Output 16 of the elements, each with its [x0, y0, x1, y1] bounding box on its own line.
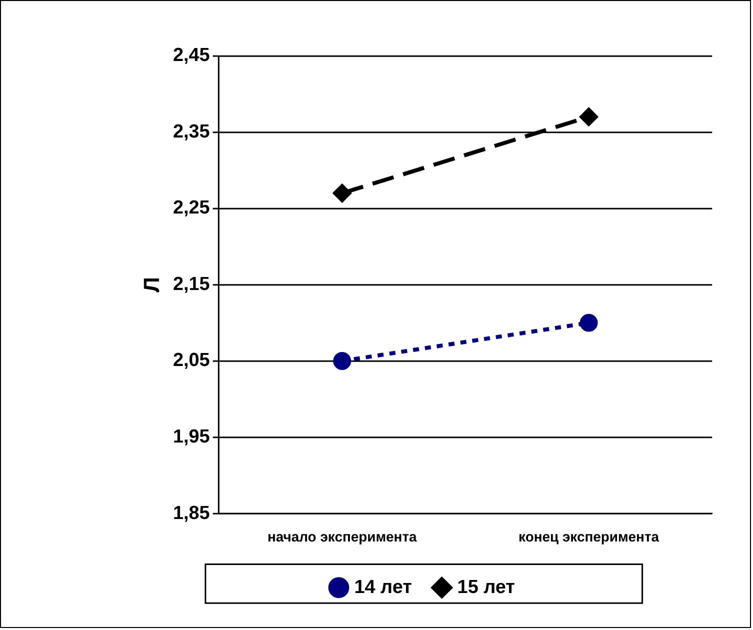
y-tick-label: 2,45 — [172, 45, 210, 66]
point — [333, 184, 352, 202]
point — [580, 108, 598, 126]
legend-label: 14 лет — [354, 576, 412, 598]
x-tick-label: начало эксперимента — [267, 528, 418, 545]
y-tick-label: 2,25 — [172, 198, 210, 219]
point — [580, 314, 598, 332]
y-tick-label: 2,35 — [172, 121, 210, 142]
y-tick-label: 2,15 — [172, 274, 210, 295]
y-axis-title: Л — [138, 277, 164, 292]
point — [333, 352, 352, 370]
y-tick-label: 1,85 — [172, 502, 210, 524]
x-tick-label: конец эксперимента — [518, 528, 660, 545]
y-tick-label: 1,95 — [172, 426, 210, 448]
y-tick-label: 2,05 — [172, 350, 210, 372]
legend-label: 15 лет — [457, 576, 515, 598]
